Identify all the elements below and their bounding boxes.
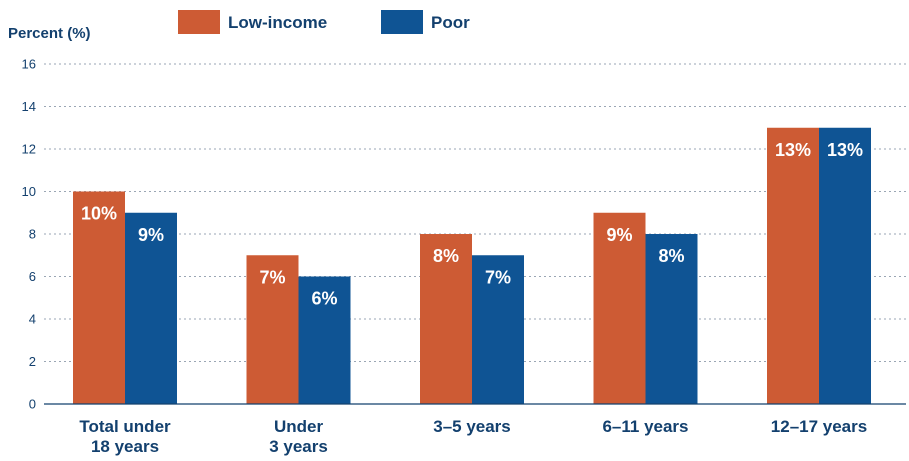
bar-poor	[645, 234, 698, 404]
x-axis-labels: Total under 18 years Under 3 years 3–5 years…	[79, 417, 867, 456]
legend-item: Poor	[381, 10, 470, 34]
data-label: 8%	[658, 246, 684, 266]
y-axis-ticks: 0 2 4 6 8 10 12 14 16	[22, 57, 36, 412]
bar-low-income	[420, 234, 472, 404]
x-tick-label: Total under 18 years	[79, 417, 171, 456]
data-label: 9%	[606, 225, 632, 245]
x-tick-label: 6–11 years	[602, 417, 688, 436]
legend-item: Low-income	[178, 10, 327, 34]
y-tick-label: 4	[29, 312, 36, 327]
x-tick-label: Under 3 years	[269, 417, 328, 456]
data-label: 7%	[485, 267, 511, 287]
bar-poor	[819, 127, 871, 404]
y-tick-label: 10	[22, 184, 36, 199]
y-tick-label: 2	[29, 354, 36, 369]
x-tick-label: 12–17 years	[771, 417, 867, 436]
bar-poor	[298, 276, 351, 404]
y-tick-label: 6	[29, 269, 36, 284]
data-label: 6%	[311, 289, 337, 309]
y-tick-label: 16	[22, 57, 36, 72]
bar-low-income	[767, 127, 819, 404]
bar-low-income	[246, 255, 299, 404]
y-tick-label: 0	[29, 397, 36, 412]
data-label: 10%	[81, 204, 117, 224]
data-label: 13%	[827, 140, 863, 160]
data-label: 9%	[138, 225, 164, 245]
legend-swatch	[381, 10, 423, 34]
y-tick-label: 14	[22, 99, 36, 114]
legend-swatch	[178, 10, 220, 34]
x-tick-label: 3–5 years	[433, 417, 511, 436]
bars: 10% 9% 7% 6% 8% 7% 9% 8% 13% 13%	[73, 127, 871, 404]
bar-poor	[125, 212, 177, 404]
y-axis-label: Percent (%)	[8, 25, 91, 42]
data-label: 13%	[775, 140, 811, 160]
bar-low-income	[593, 212, 646, 404]
y-tick-label: 12	[22, 142, 36, 157]
data-label: 7%	[259, 267, 285, 287]
data-label: 8%	[433, 246, 459, 266]
legend-label: Poor	[431, 13, 470, 32]
legend: Low-income Poor	[178, 10, 470, 34]
bar-low-income	[73, 191, 125, 404]
y-tick-label: 8	[29, 227, 36, 242]
bar-poor	[472, 255, 524, 404]
legend-label: Low-income	[228, 13, 327, 32]
